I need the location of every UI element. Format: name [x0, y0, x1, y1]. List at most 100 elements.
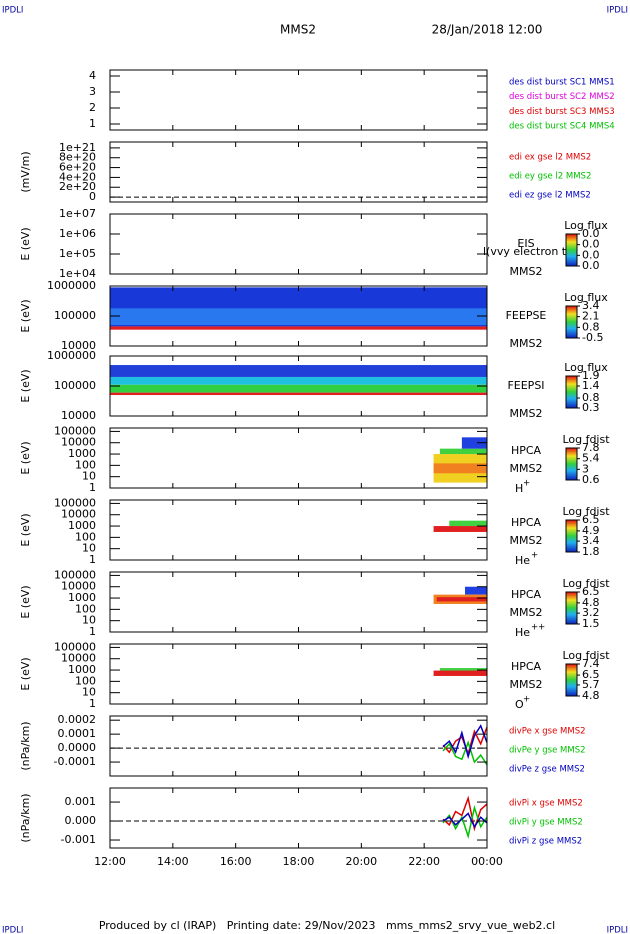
y-axis-label: E (eV)	[19, 657, 32, 690]
y-tick-label: 4e+20	[59, 170, 96, 183]
y-axis-label: E (eV)	[19, 369, 32, 402]
colorbar-title: Log fdist	[562, 577, 610, 590]
y-tick-label: 0.000	[65, 814, 97, 827]
species-label: H	[515, 482, 523, 495]
y-tick-label: 10	[82, 614, 96, 627]
instrument-label: FEEPSI	[507, 379, 544, 392]
y-tick-label: 10000	[61, 508, 96, 521]
panel-frame	[109, 571, 488, 633]
colorbar-tick-label: 5.4	[582, 452, 600, 465]
panel-frame	[109, 787, 488, 849]
y-tick-label: 100000	[54, 379, 96, 392]
species-label: O	[515, 698, 524, 711]
legend-entry: des dist burst SC1 MMS1	[509, 78, 615, 88]
colorbar-tick-label: 1.5	[582, 617, 600, 630]
colorbar-tick-label: 5.7	[582, 678, 600, 691]
spacecraft-title: MMS2	[280, 23, 316, 37]
colorbar-tick-label: 3.4	[582, 534, 600, 547]
y-tick-label: 0.0000	[58, 741, 97, 754]
spectrogram-band	[110, 308, 487, 326]
spacecraft-label: MMS2	[510, 678, 543, 691]
spectrogram-band	[433, 670, 487, 676]
data-line	[442, 812, 487, 829]
legend-entry: divPe x gse MMS2	[509, 727, 586, 737]
y-tick-label: 1e+06	[59, 227, 96, 240]
legend-entry: divPi x gse MMS2	[509, 799, 583, 809]
spectrogram-band	[110, 384, 487, 393]
spacecraft-label: MMS2	[510, 407, 543, 420]
y-tick-label: 0.0002	[58, 713, 97, 726]
panel-frame	[109, 643, 488, 705]
y-tick-label: 100	[75, 458, 96, 471]
x-tick-label: 00:00	[471, 855, 503, 868]
panel-frame	[109, 715, 488, 777]
panel-frame	[109, 499, 488, 561]
y-tick-label: 10	[82, 542, 96, 555]
spacecraft-label: MMS2	[510, 462, 543, 475]
legend-entry: des dist burst SC3 MMS3	[509, 107, 615, 117]
x-tick-label: 12:00	[94, 855, 126, 868]
colorbar-tick-label: 4.8	[582, 689, 600, 702]
y-tick-label: 100000	[54, 496, 96, 509]
instrument-label: FEEPSE	[506, 309, 547, 322]
colorbar-tick-label: 4.9	[582, 524, 600, 537]
species-charge: +	[531, 551, 538, 561]
colorbar-tick-label: 1.8	[582, 545, 600, 558]
colorbar-tick-label: 7.8	[582, 441, 600, 454]
colorbar	[565, 519, 578, 553]
spacecraft-label: MMS2	[510, 606, 543, 619]
legend-entry: edi ez gse l2 MMS2	[509, 191, 591, 201]
spectrogram-band	[439, 668, 487, 672]
colorbar-tick-label: 6.5	[582, 513, 600, 526]
y-axis-label: E (eV)	[19, 227, 32, 260]
colorbar-tick-label: 0.6	[582, 473, 600, 486]
legend-entry: edi ey gse l2 MMS2	[509, 172, 591, 182]
y-tick-label: 10000	[61, 580, 96, 593]
species-charge: ++	[531, 623, 545, 633]
y-tick-label: 1	[89, 625, 96, 638]
y-axis-label: (nPa/km)	[19, 793, 32, 842]
legend-entry: divPi z gse MMS2	[509, 837, 582, 847]
colorbar	[565, 233, 578, 267]
footer-text: Produced by cl (IRAP) Printing date: 29/…	[99, 919, 555, 932]
species-label: He	[515, 626, 530, 639]
colorbar-tick-label: 3.4	[582, 299, 600, 312]
y-tick-label: 4	[89, 69, 96, 82]
y-axis-label: (mV/m)	[19, 151, 32, 192]
y-tick-label: 8e+20	[59, 151, 96, 164]
spectrogram-band	[110, 376, 487, 385]
legend-entry: divPi y gse MMS2	[509, 818, 583, 828]
colorbar	[565, 447, 578, 481]
spectrogram-band	[461, 437, 487, 449]
x-tick-label: 18:00	[283, 855, 315, 868]
y-tick-label: 100	[75, 674, 96, 687]
y-tick-label: 1000	[68, 447, 96, 460]
x-tick-label: 20:00	[345, 855, 377, 868]
legend-entry: divPe y gse MMS2	[509, 746, 586, 756]
colorbar	[565, 663, 578, 697]
panel-frame	[109, 69, 488, 131]
date-title: 28/Jan/2018 12:00	[432, 23, 543, 37]
colorbar-tick-label: 3.2	[582, 606, 600, 619]
data-line	[442, 795, 487, 832]
annotation: l(vvy electron to	[483, 245, 573, 258]
y-tick-label: 1e+05	[59, 247, 96, 260]
y-tick-label: 1	[89, 481, 96, 494]
colorbar	[565, 591, 578, 625]
y-axis-label: E (eV)	[19, 299, 32, 332]
y-tick-label: 1000	[68, 663, 96, 676]
colorbar-title: Log flux	[564, 291, 608, 304]
instrument-label: HPCA	[511, 660, 542, 673]
y-axis-label: E (eV)	[19, 513, 32, 546]
colorbar-tick-label: 2.1	[582, 310, 600, 323]
y-tick-label: 1e+04	[59, 267, 96, 280]
panel-frame	[109, 213, 488, 275]
instrument-label: EIS	[517, 237, 534, 250]
colorbar-tick-label: 1.4	[582, 379, 600, 392]
colorbar-tick-label: 7.4	[582, 657, 600, 670]
y-tick-label: 1	[89, 117, 96, 130]
y-tick-label: -0.0001	[54, 755, 96, 768]
colorbar-tick-label: 0.3	[582, 401, 600, 414]
colorbar-tick-label: 6.5	[582, 585, 600, 598]
